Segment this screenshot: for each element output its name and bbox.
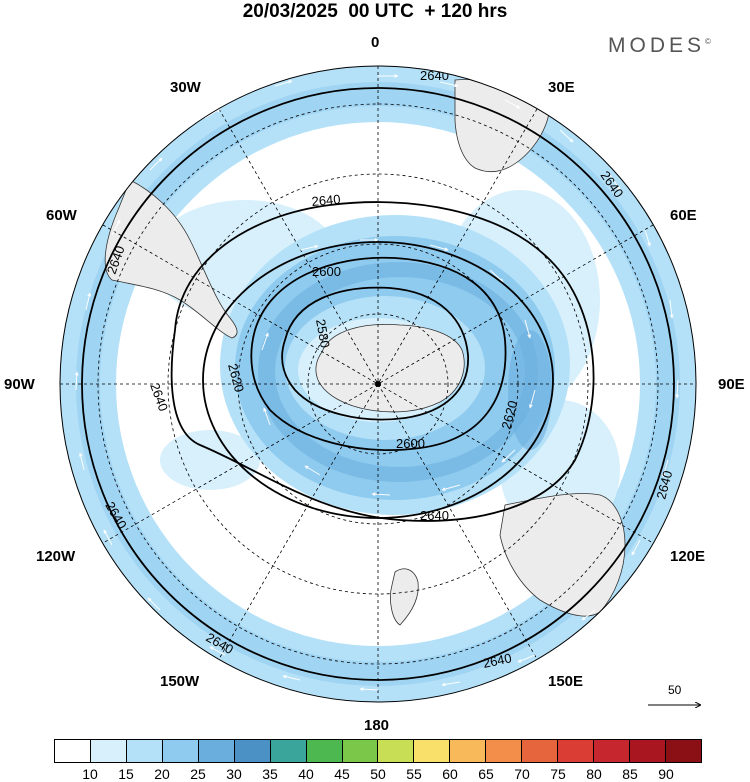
colorbar-swatch (126, 740, 163, 762)
lon-label-150e: 150E (548, 673, 584, 690)
contour-label: 2600 (396, 436, 425, 451)
lon-label-120w: 120W (36, 548, 76, 565)
colorbar-swatch (594, 740, 630, 762)
lon-label-30w: 30W (170, 79, 201, 96)
lon-label-90e: 90E (718, 376, 745, 393)
lon-label-30e: 30E (548, 79, 575, 96)
brand-logo: MODES© (608, 34, 711, 58)
copyright-mark: © (705, 37, 711, 46)
colorbar-swatch (55, 740, 91, 762)
contour-label: 2580 (313, 318, 333, 349)
colorbar-swatch (450, 740, 487, 762)
colorbar-swatch (558, 740, 595, 762)
brand-text: MODES (608, 34, 706, 57)
contour-label: 2640 (482, 650, 513, 671)
colorbar-swatch (90, 740, 127, 762)
colorbar-swatch (342, 740, 379, 762)
colorbar (54, 739, 702, 763)
colorbar-tick-label: 10 (82, 766, 98, 782)
contour-label: 2640 (420, 68, 449, 83)
colorbar-swatch (522, 740, 559, 762)
south-america-land (104, 179, 238, 339)
colorbar-tick-label: 40 (298, 766, 314, 782)
colorbar-tick-label: 35 (262, 766, 278, 782)
colorbar-tick-label: 85 (622, 766, 638, 782)
contour-label: 2620 (498, 399, 520, 431)
lon-label-180: 180 (364, 717, 390, 734)
colorbar-swatch (378, 740, 415, 762)
colorbar-swatch (630, 740, 666, 762)
polar-map: 2640 2640 2640 2640 2640 2640 2640 2640 … (59, 65, 750, 735)
contour-label: 2640 (653, 469, 675, 501)
colorbar-swatch (198, 740, 235, 762)
colorbar-swatch (414, 740, 451, 762)
antarctica-land (315, 324, 465, 413)
map-boundary (59, 65, 697, 703)
lon-label-120e: 120E (670, 548, 706, 565)
colorbar-tick-label: 70 (514, 766, 530, 782)
map-title: 20/03/2025 00 UTC + 120 hrs (242, 1, 508, 22)
south-pole-marker (375, 381, 381, 387)
colorbar-tick-label: 30 (226, 766, 242, 782)
lon-label-90w: 90W (4, 376, 35, 393)
colorbar-swatch (270, 740, 307, 762)
colorbar-tick-label: 15 (118, 766, 134, 782)
contour-label: 2600 (312, 264, 341, 279)
lon-label-0: 0 (371, 34, 380, 51)
contour-label: 2620 (225, 362, 247, 394)
reference-vector-label: 50 (668, 683, 682, 697)
lon-label-60w: 60W (46, 207, 77, 224)
colorbar-tick-label: 25 (190, 766, 206, 782)
contour-label: 2640 (311, 192, 341, 209)
colorbar-tick-label: 80 (586, 766, 602, 782)
colorbar-tick-label: 90 (658, 766, 674, 782)
colorbar-tick-label: 65 (478, 766, 494, 782)
colorbar-swatch (306, 740, 343, 762)
lon-label-60e: 60E (670, 207, 697, 224)
height-contours (81, 87, 675, 681)
contour-label: 2640 (420, 508, 449, 523)
colorbar-tick-label: 45 (334, 766, 350, 782)
colorbar-swatch (234, 740, 271, 762)
colorbar-tick-label: 20 (154, 766, 170, 782)
colorbar-swatch (162, 740, 199, 762)
colorbar-tick-label: 60 (442, 766, 458, 782)
lon-label-150w: 150W (160, 673, 200, 690)
new-zealand-land (390, 568, 419, 626)
colorbar-swatch (486, 740, 523, 762)
colorbar-tick-label: 55 (406, 766, 422, 782)
colorbar-swatch (665, 740, 701, 762)
colorbar-tick-label: 75 (550, 766, 566, 782)
colorbar-labels: 10 15 20 25 30 35 40 45 50 55 60 65 70 75 80 85 90 (54, 766, 702, 782)
wind-vectors (74, 74, 680, 692)
colorbar-tick-label: 50 (370, 766, 386, 782)
